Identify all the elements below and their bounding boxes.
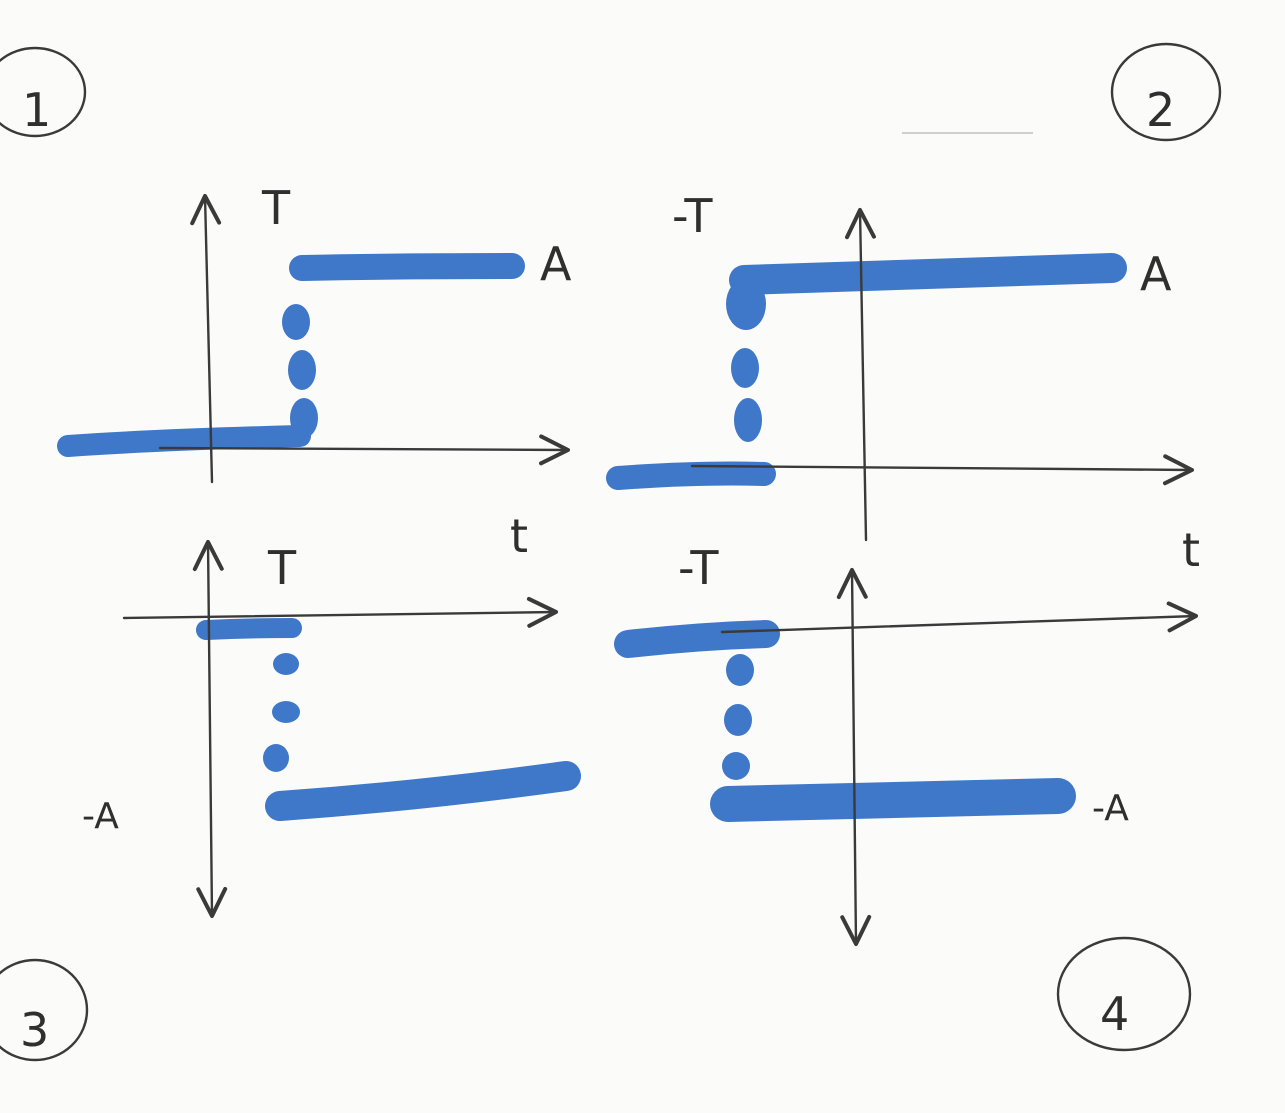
panel-1-badge-label: 1 [22,83,51,137]
panel-1-step-dashes [282,304,318,438]
panel-1-signal [57,253,525,457]
panel-4-level-label: -A [1092,788,1129,829]
panel-2-level-label: A [1140,247,1172,301]
panel-1-x-axis [158,434,571,466]
panel-2-badge: 2 [1110,42,1222,142]
panel-4: 4 -T -A [614,541,1199,1052]
panel-4-y-axis [836,567,872,947]
panel-3-zero-segment [196,618,302,640]
panel-4-step-dashes [722,654,754,780]
panel-4-badge: 4 [1056,936,1192,1052]
panel-4-low-segment [710,778,1076,822]
panel-3-step-label: T [267,541,297,595]
panel-3: 3 T -A [0,539,581,1062]
panel-1-high-segment [289,253,525,281]
panel-1-time-label: t [510,509,528,563]
panel-4-badge-label: 4 [1100,987,1129,1041]
panel-2-y-axis [845,207,876,542]
panel-3-low-segment [265,761,581,821]
panel-2-time-label: t [1182,523,1200,577]
panel-3-y-axis [192,539,228,919]
panel-3-badge-label: 3 [20,1003,49,1057]
panel-3-level-label: -A [82,796,119,837]
panel-1-low-segment [57,425,311,457]
panel-1-badge: 1 [0,46,87,138]
panel-2-badge-label: 2 [1146,83,1175,137]
panel-4-signal [614,620,1076,822]
panel-3-badge: 3 [0,958,89,1062]
panel-3-step-dashes [263,653,300,772]
panel-4-zero-segment [614,620,780,658]
panel-4-x-axis [720,601,1199,634]
panel-3-signal [196,618,581,821]
panel-2-step-label: -T [672,189,713,243]
panel-2-low-segment [606,461,776,490]
panel-2-step-dashes [726,278,766,442]
panel-3-x-axis [122,596,559,628]
panel-1-y-axis [190,193,222,484]
panel-1-step-label: T [261,181,291,235]
panel-2-signal [606,253,1127,490]
panel-2-high-segment [729,253,1127,295]
panel-2-x-axis [690,454,1195,486]
panel-1: 1 T A t [0,46,572,563]
panel-2: 2 -T A t [606,42,1222,577]
panel-4-step-label: -T [678,541,719,595]
panel-1-level-label: A [540,237,572,291]
